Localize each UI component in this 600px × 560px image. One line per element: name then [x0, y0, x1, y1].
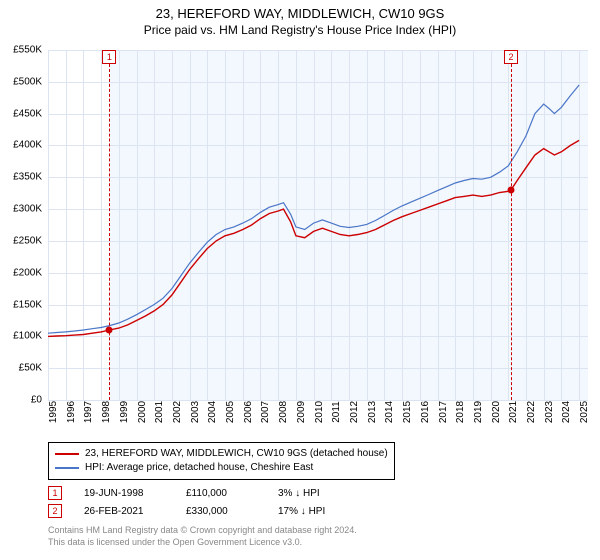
x-tick-label: 2007 — [260, 401, 271, 423]
legend-label: 23, HEREFORD WAY, MIDDLEWICH, CW10 9GS (… — [85, 447, 388, 461]
y-tick-label: £200K — [0, 267, 42, 278]
line-series — [48, 50, 588, 400]
footer: Contains HM Land Registry data © Crown c… — [48, 524, 357, 548]
y-tick-label: £400K — [0, 140, 42, 151]
event-marker-icon: 2 — [48, 504, 62, 518]
x-tick-label: 2002 — [172, 401, 183, 423]
event-table: 1 19-JUN-1998 £110,000 3% ↓ HPI 2 26-FEB… — [48, 484, 368, 520]
chart-marker-label: 2 — [504, 50, 518, 64]
chart-marker-dot — [507, 187, 514, 194]
y-tick-label: £500K — [0, 76, 42, 87]
event-price: £110,000 — [186, 488, 256, 499]
x-tick-label: 2014 — [384, 401, 395, 423]
event-price: £330,000 — [186, 506, 256, 517]
y-tick-label: £250K — [0, 235, 42, 246]
y-tick-label: £100K — [0, 331, 42, 342]
x-tick-label: 2022 — [526, 401, 537, 423]
chart-area: £0£50K£100K£150K£200K£250K£300K£350K£400… — [48, 50, 588, 400]
x-tick-label: 2004 — [207, 401, 218, 423]
x-tick-label: 2021 — [508, 401, 519, 423]
event-date: 26-FEB-2021 — [84, 506, 164, 517]
legend-swatch — [55, 453, 79, 455]
x-tick-label: 2011 — [331, 401, 342, 423]
x-tick-label: 1995 — [48, 401, 59, 423]
event-row: 1 19-JUN-1998 £110,000 3% ↓ HPI — [48, 484, 368, 502]
event-pct: 17% ↓ HPI — [278, 506, 368, 517]
x-tick-label: 2013 — [367, 401, 378, 423]
legend-item-price-paid: 23, HEREFORD WAY, MIDDLEWICH, CW10 9GS (… — [55, 447, 388, 461]
x-tick-label: 2010 — [314, 401, 325, 423]
y-tick-label: £450K — [0, 108, 42, 119]
chart-subtitle: Price paid vs. HM Land Registry's House … — [0, 21, 600, 41]
x-tick-label: 1996 — [66, 401, 77, 423]
y-tick-label: £150K — [0, 299, 42, 310]
legend-swatch — [55, 467, 79, 469]
x-tick-label: 2023 — [544, 401, 555, 423]
y-tick-label: £0 — [0, 395, 42, 406]
x-tick-label: 1998 — [101, 401, 112, 423]
x-tick-label: 2025 — [579, 401, 590, 423]
x-tick-label: 2005 — [225, 401, 236, 423]
x-tick-label: 2024 — [561, 401, 572, 423]
y-tick-label: £550K — [0, 45, 42, 56]
y-tick-label: £300K — [0, 204, 42, 215]
x-tick-label: 2000 — [137, 401, 148, 423]
x-tick-label: 2012 — [349, 401, 360, 423]
x-tick-label: 2008 — [278, 401, 289, 423]
footer-line: This data is licensed under the Open Gov… — [48, 536, 357, 548]
legend-item-hpi: HPI: Average price, detached house, Ches… — [55, 461, 388, 475]
footer-line: Contains HM Land Registry data © Crown c… — [48, 524, 357, 536]
x-tick-label: 2017 — [438, 401, 449, 423]
x-tick-label: 2018 — [455, 401, 466, 423]
event-row: 2 26-FEB-2021 £330,000 17% ↓ HPI — [48, 502, 368, 520]
legend-label: HPI: Average price, detached house, Ches… — [85, 461, 313, 475]
x-tick-label: 2016 — [420, 401, 431, 423]
x-tick-label: 1999 — [119, 401, 130, 423]
x-tick-label: 1997 — [83, 401, 94, 423]
x-tick-label: 2001 — [154, 401, 165, 423]
y-tick-label: £50K — [0, 363, 42, 374]
y-tick-label: £350K — [0, 172, 42, 183]
x-tick-label: 2020 — [491, 401, 502, 423]
x-tick-label: 2009 — [296, 401, 307, 423]
legend: 23, HEREFORD WAY, MIDDLEWICH, CW10 9GS (… — [48, 442, 395, 480]
chart-marker-label: 1 — [102, 50, 116, 64]
x-tick-label: 2003 — [190, 401, 201, 423]
x-tick-label: 2015 — [402, 401, 413, 423]
event-marker-icon: 1 — [48, 486, 62, 500]
event-date: 19-JUN-1998 — [84, 488, 164, 499]
x-tick-label: 2019 — [473, 401, 484, 423]
chart-title: 23, HEREFORD WAY, MIDDLEWICH, CW10 9GS — [0, 0, 600, 21]
chart-marker-dot — [106, 327, 113, 334]
x-tick-label: 2006 — [243, 401, 254, 423]
event-pct: 3% ↓ HPI — [278, 488, 368, 499]
